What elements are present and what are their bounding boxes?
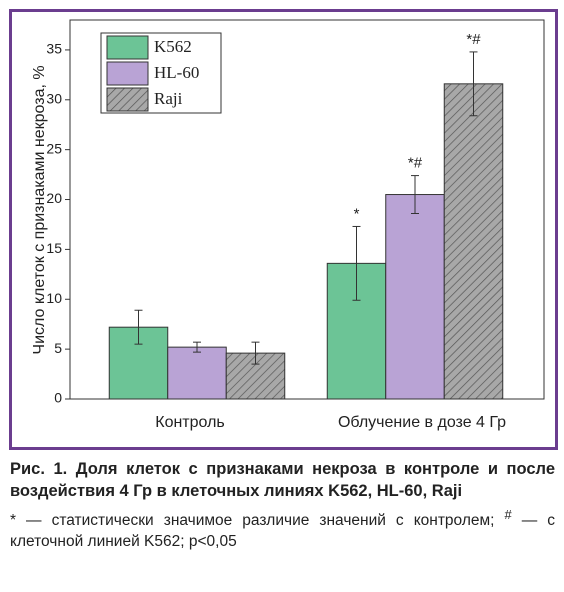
y-tick-label: 5 [54,340,62,356]
y-tick-label: 10 [46,290,62,306]
note-text: — с клеточной линией K562; p<0,05 [10,512,555,551]
y-tick-label: 0 [54,390,62,406]
y-axis-label: Число клеток с признаками некроза, % [31,65,48,354]
note-text: * — статистически значимое различие знач… [10,512,505,530]
note-mark: # [504,507,512,522]
legend-label: Raji [154,89,183,108]
annotation: *# [408,155,423,172]
y-tick-label: 15 [46,240,62,256]
y-tick-label: 25 [46,140,62,156]
bar [385,194,445,400]
caption: Рис. 1. Доля клеток с признаками некроза… [10,458,555,552]
caption-note: * — статистически значимое различие знач… [10,504,555,552]
chart: Число клеток с признаками некроза, % 0 5 1… [31,19,545,431]
caption-title: Рис. 1. Доля клеток с признаками некроза… [10,460,555,500]
bar [443,83,504,400]
legend-swatch [106,61,149,86]
annotation: * [354,205,360,222]
plot-frame [69,19,545,400]
y-tick-label: 30 [46,90,62,106]
annotation: *# [466,31,481,48]
y-tick-label: 20 [46,190,62,206]
y-tick-label: 35 [46,41,62,57]
x-tick-label: Контроль [155,414,225,431]
chart-frame [9,9,558,450]
legend-label: HL-60 [154,63,199,82]
legend-label: K562 [154,37,192,56]
bar [167,346,227,400]
legend-swatch [106,35,149,60]
x-tick-label: Облучение в дозе 4 Гр [338,414,506,431]
legend-swatch [106,87,149,112]
